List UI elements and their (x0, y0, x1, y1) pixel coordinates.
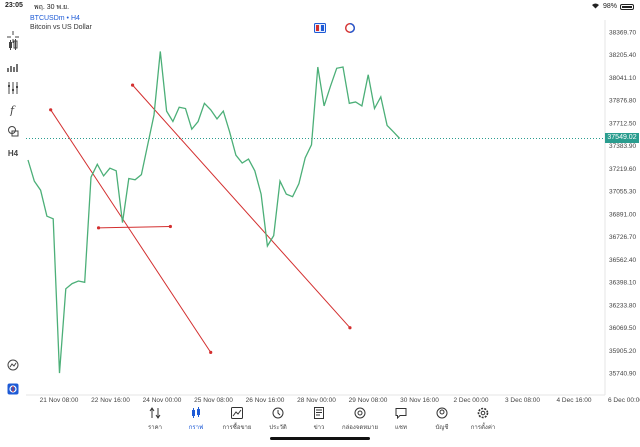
tab-label: ประวัติ (269, 425, 287, 431)
x-tick-label: 21 Nov 08:00 (40, 397, 79, 404)
y-tick-label: 36891.00 (609, 211, 636, 218)
status-date: พฤ. 30 พ.ย. (34, 4, 70, 11)
tab-chat[interactable]: แชท (381, 407, 421, 432)
indicators-icon[interactable] (6, 60, 20, 74)
x-tick-label: 25 Nov 08:00 (194, 397, 233, 404)
price-chart[interactable]: 38369.70 38205.40 38041.10 37876.80 37712.50… (0, 0, 640, 405)
price-series-line (27, 51, 401, 374)
tab-account[interactable]: บัญชี (422, 407, 462, 432)
battery-percent: 98% (602, 3, 617, 10)
trendline[interactable] (132, 84, 351, 329)
y-tick-label: 36726.70 (609, 234, 636, 241)
trendline-anchor[interactable] (96, 226, 101, 230)
wifi-icon (591, 2, 600, 11)
tab-quotes[interactable]: ราคา (135, 407, 175, 432)
tab-label: บัญชี (435, 425, 449, 431)
x-tick-label: 26 Nov 16:00 (246, 397, 285, 404)
trendline-anchor[interactable] (168, 224, 172, 229)
tab-label: ข่าว (313, 425, 325, 431)
y-tick-label: 37219.60 (609, 166, 636, 173)
tab-chart[interactable]: กราฟ (176, 407, 216, 432)
chart-top-icons (314, 20, 356, 34)
y-axis-ticks: 38369.70 38205.40 38041.10 37876.80 37712.50… (609, 30, 636, 378)
y-tick-label: 35740.90 (609, 371, 636, 378)
signal-strength-icon[interactable] (6, 358, 20, 372)
current-price-tag: 37549.02 (605, 133, 639, 144)
y-tick-label: 36069.50 (609, 325, 636, 332)
trendline[interactable] (98, 226, 171, 229)
tab-trade[interactable]: การซื้อขาย (217, 407, 257, 432)
tab-label: แชท (395, 425, 407, 431)
chart-header[interactable]: BTCUSDm • H4 Bitcoin vs US Dollar (30, 14, 92, 32)
candles-icon (192, 407, 200, 418)
y-tick-label: 36398.10 (609, 280, 636, 287)
chart-toolbar: f H4 (0, 30, 26, 430)
objects-icon[interactable] (6, 124, 20, 138)
trendlines[interactable] (49, 83, 352, 354)
trendline-anchor[interactable] (49, 108, 53, 112)
y-tick-label: 37876.80 (609, 98, 636, 105)
trade-app-icon[interactable] (6, 382, 20, 396)
home-indicator (270, 437, 370, 440)
x-tick-label: 4 Dec 16:00 (556, 397, 591, 404)
tab-label: ราคา (148, 425, 162, 431)
tab-mailbox[interactable]: กล่องจดหมาย (340, 407, 380, 432)
battery-icon (620, 3, 634, 10)
status-right: 98% (591, 2, 634, 11)
crosshair-icon[interactable] (6, 30, 20, 44)
y-tick-label: 37055.30 (609, 189, 636, 196)
tab-label: การซื้อขาย (222, 425, 252, 431)
account-icon (436, 407, 448, 419)
tab-history[interactable]: ประวัติ (258, 407, 298, 432)
x-tick-label: 28 Nov 00:00 (297, 397, 336, 404)
settings-icon (477, 407, 489, 419)
tab-news[interactable]: ข่าว (299, 407, 339, 432)
tab-label: การตั้งค่า (470, 425, 496, 431)
x-tick-label: 2 Dec 00:00 (453, 397, 488, 404)
trade-chart-icon (231, 407, 243, 419)
y-tick-label: 35905.20 (609, 348, 636, 355)
timeframe-button[interactable]: H4 (7, 148, 19, 158)
news-icon (314, 407, 324, 419)
indicator-status-icon[interactable] (344, 20, 356, 34)
tab-label: กล่องจดหมาย (341, 425, 379, 431)
status-bar: 23:05 พฤ. 30 พ.ย. 98% (0, 0, 640, 12)
chat-icon (395, 408, 407, 419)
y-tick-label: 37712.50 (609, 120, 636, 127)
symbol-description: Bitcoin vs US Dollar (30, 24, 92, 31)
x-tick-label: 30 Nov 16:00 (400, 397, 439, 404)
arrows-updown-icon (149, 407, 161, 419)
y-tick-label: 37383.90 (609, 143, 636, 150)
x-tick-label: 22 Nov 16:00 (91, 397, 130, 404)
symbol-label[interactable]: BTCUSDm • H4 (30, 15, 80, 22)
function-icon[interactable]: f (6, 103, 20, 117)
y-tick-label: 38369.70 (609, 30, 636, 37)
trendline-anchor[interactable] (130, 83, 135, 87)
x-tick-label: 6 Dec 00:00 (608, 397, 640, 404)
y-tick-label: 38041.10 (609, 75, 636, 82)
trendline-anchor[interactable] (348, 326, 352, 330)
x-tick-label: 3 Dec 08:00 (505, 397, 540, 404)
y-tick-label: 38205.40 (609, 52, 636, 59)
status-time: 23:05 (5, 2, 23, 9)
trendline[interactable] (50, 109, 212, 353)
x-tick-label: 29 Nov 08:00 (349, 397, 388, 404)
y-tick-label: 36233.80 (609, 302, 636, 309)
trendline-anchor[interactable] (209, 350, 213, 354)
tab-bar: ราคา กราฟ การซื้อขาย ประวัติ ข่าว กล่องจ… (0, 405, 640, 447)
settings-sliders-icon[interactable] (6, 81, 20, 95)
tab-settings[interactable]: การตั้งค่า (463, 407, 503, 432)
tab-label: กราฟ (188, 425, 204, 431)
mail-at-icon (354, 407, 366, 419)
svg-text:f: f (9, 104, 16, 116)
chart-type-candles-icon[interactable] (6, 38, 20, 52)
y-tick-label: 36562.40 (609, 257, 636, 264)
history-icon (272, 407, 284, 419)
x-tick-label: 24 Nov 00:00 (143, 397, 182, 404)
one-click-trading-icon[interactable] (314, 20, 326, 33)
x-axis-ticks: 21 Nov 08:00 22 Nov 16:00 24 Nov 00:00 25 N… (40, 397, 640, 404)
